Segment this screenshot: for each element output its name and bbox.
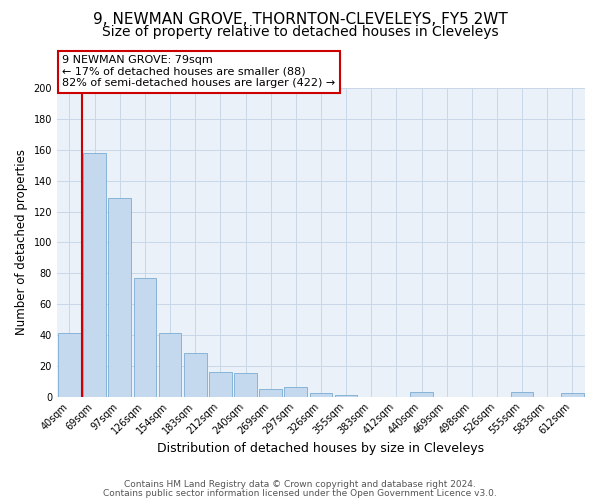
Bar	[234, 374, 257, 396]
Bar	[259, 389, 282, 396]
Bar	[134, 278, 156, 396]
X-axis label: Distribution of detached houses by size in Cleveleys: Distribution of detached houses by size …	[157, 442, 485, 455]
Bar	[109, 198, 131, 396]
Bar	[209, 372, 232, 396]
Text: Size of property relative to detached houses in Cleveleys: Size of property relative to detached ho…	[101, 25, 499, 39]
Bar	[184, 354, 206, 397]
Bar	[58, 334, 81, 396]
Bar	[310, 394, 332, 396]
Bar	[511, 392, 533, 396]
Bar	[284, 388, 307, 396]
Bar	[410, 392, 433, 396]
Bar	[159, 334, 181, 396]
Bar	[83, 153, 106, 396]
Y-axis label: Number of detached properties: Number of detached properties	[15, 150, 28, 336]
Text: Contains HM Land Registry data © Crown copyright and database right 2024.: Contains HM Land Registry data © Crown c…	[124, 480, 476, 489]
Bar	[561, 394, 584, 396]
Text: 9, NEWMAN GROVE, THORNTON-CLEVELEYS, FY5 2WT: 9, NEWMAN GROVE, THORNTON-CLEVELEYS, FY5…	[92, 12, 508, 28]
Text: 9 NEWMAN GROVE: 79sqm
← 17% of detached houses are smaller (88)
82% of semi-deta: 9 NEWMAN GROVE: 79sqm ← 17% of detached …	[62, 55, 335, 88]
Bar	[335, 395, 358, 396]
Text: Contains public sector information licensed under the Open Government Licence v3: Contains public sector information licen…	[103, 488, 497, 498]
